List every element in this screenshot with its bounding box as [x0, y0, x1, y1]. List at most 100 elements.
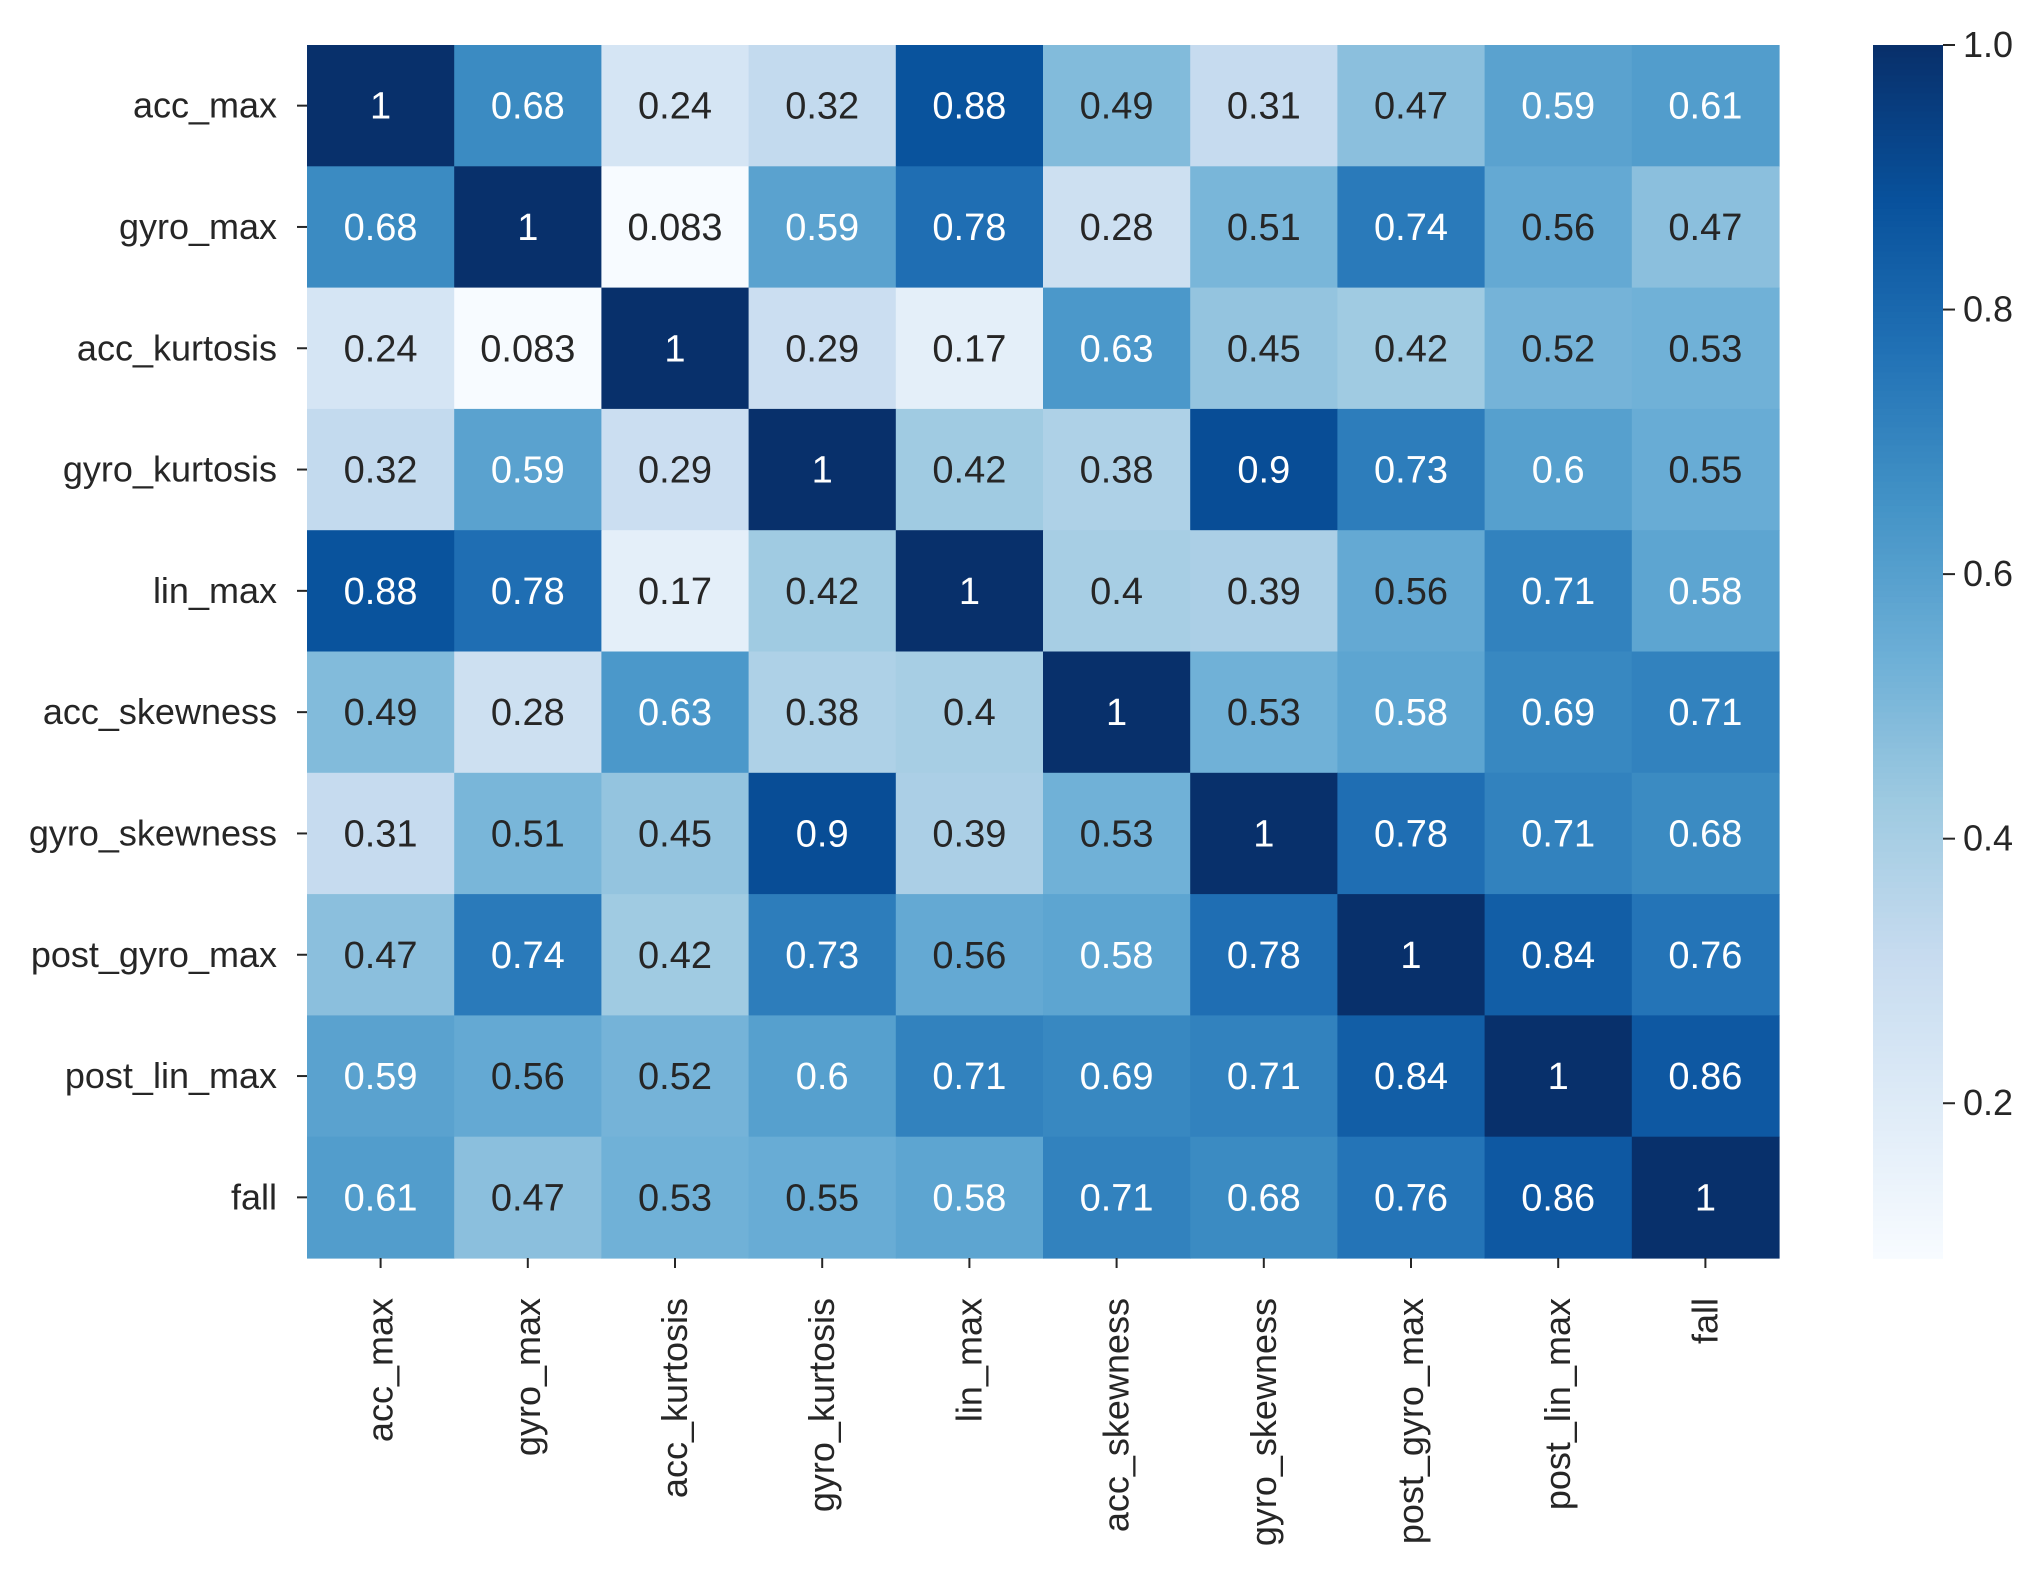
- heatmap-cell: [1484, 772, 1633, 895]
- cell-value-label: 0.39: [932, 813, 1006, 855]
- colorbar-segment: [1873, 469, 1943, 477]
- colorbar-segment: [1873, 1142, 1943, 1150]
- colorbar-segment: [1873, 833, 1943, 841]
- colorbar-segment: [1873, 439, 1943, 447]
- cell-value-label: 0.78: [932, 207, 1006, 249]
- colorbar-segment: [1873, 1221, 1943, 1229]
- heatmap-cell: [1190, 894, 1338, 1016]
- colorbar-segment: [1873, 942, 1943, 950]
- colorbar-segment: [1873, 1039, 1943, 1047]
- colorbar-segment: [1873, 214, 1943, 222]
- colorbar-segment: [1873, 1136, 1943, 1144]
- colorbar-segment: [1873, 1227, 1943, 1235]
- heatmap-cell: [1043, 408, 1191, 531]
- cell-value-label: 0.78: [1374, 813, 1448, 855]
- heatmap-cell: [454, 1015, 602, 1138]
- cell-value-label: 1: [1695, 1177, 1716, 1219]
- colorbar-segment: [1873, 1118, 1943, 1126]
- heatmap-cell: [1337, 530, 1486, 653]
- cell-value-label: 0.59: [491, 450, 565, 492]
- cell-value-label: 0.39: [1227, 571, 1301, 613]
- x-tick-label: fall: [1684, 1298, 1725, 1344]
- heatmap-cell: [307, 166, 455, 289]
- colorbar-segment: [1873, 615, 1943, 622]
- colorbar-segment: [1873, 627, 1943, 635]
- colorbar-segment: [1873, 512, 1943, 519]
- heatmap-cell: [1043, 1015, 1191, 1138]
- cell-value-label: 0.31: [344, 813, 418, 855]
- colorbar-segment: [1873, 657, 1943, 665]
- heatmap-cell: [1337, 1015, 1486, 1138]
- colorbar-segment: [1873, 75, 1943, 83]
- colorbar-segment: [1873, 275, 1943, 283]
- heatmap-cell: [601, 1136, 750, 1259]
- colorbar-segment: [1873, 797, 1943, 804]
- colorbar-segment: [1873, 166, 1943, 174]
- colorbar-segment: [1873, 1167, 1943, 1174]
- colorbar-segment: [1873, 117, 1943, 125]
- cell-value-label: 0.73: [1374, 450, 1448, 492]
- colorbar-segment: [1873, 336, 1943, 343]
- cell-value-label: 0.56: [932, 935, 1006, 977]
- colorbar-segment: [1873, 299, 1943, 307]
- colorbar-segment: [1873, 663, 1943, 671]
- colorbar-segment: [1873, 281, 1943, 289]
- colorbar: 0.2 0.4 0.6 0.8 1.0: [1873, 24, 2013, 1259]
- cell-value-label: 0.42: [785, 571, 859, 613]
- cell-value-label: 0.61: [1668, 86, 1742, 128]
- heatmap-cell: [895, 1015, 1044, 1138]
- colorbar-segment: [1873, 560, 1943, 568]
- colorbar-segment: [1873, 1027, 1943, 1035]
- heatmap-cell: [307, 408, 455, 531]
- colorbar-segment: [1873, 869, 1943, 877]
- y-tick-label: post_gyro_max: [31, 934, 277, 975]
- cell-value-label: 1: [1106, 692, 1127, 734]
- heatmap-cell: [601, 287, 750, 410]
- cell-value-label: 1: [959, 571, 980, 613]
- colorbar-segment: [1873, 142, 1943, 149]
- colorbar-segment: [1873, 1051, 1943, 1059]
- colorbar-segment: [1873, 354, 1943, 362]
- y-tick-label: acc_kurtosis: [77, 327, 277, 368]
- cell-value-label: 0.68: [1668, 813, 1742, 855]
- cell-value-label: 0.42: [932, 450, 1006, 492]
- colorbar-segment: [1873, 602, 1943, 610]
- heatmap-cell: [1484, 1136, 1633, 1259]
- cell-value-label: 0.29: [785, 328, 859, 370]
- colorbar-segment: [1873, 1179, 1943, 1187]
- colorbar-segment: [1873, 1215, 1943, 1223]
- colorbar-segment: [1873, 948, 1943, 956]
- colorbar-segment: [1873, 1191, 1943, 1199]
- heatmap-cell: [1484, 894, 1633, 1016]
- colorbar-segment: [1873, 287, 1943, 295]
- colorbar-segment: [1873, 493, 1943, 501]
- colorbar-segment: [1873, 712, 1943, 720]
- colorbar-segment: [1873, 639, 1943, 647]
- y-tick-label: acc_max: [133, 85, 277, 126]
- colorbar-segment: [1873, 196, 1943, 204]
- cell-value-label: 0.51: [1227, 207, 1301, 249]
- heatmap-cell: [1631, 1136, 1780, 1259]
- colorbar-segment: [1873, 1160, 1943, 1168]
- colorbar-segment: [1873, 105, 1943, 113]
- cell-value-label: 0.68: [1227, 1177, 1301, 1219]
- heatmap-cell: [1631, 287, 1780, 410]
- heatmap-cell: [1043, 772, 1191, 895]
- x-tick-label: acc_max: [360, 1298, 401, 1442]
- colorbar-segment: [1873, 979, 1943, 986]
- heatmap-cell: [601, 408, 750, 531]
- cell-value-label: 0.28: [491, 692, 565, 734]
- heatmap-cell: [307, 651, 455, 774]
- heatmap-cell: [1190, 651, 1338, 774]
- cell-value-label: 0.4: [1090, 571, 1143, 613]
- heatmap-cell: [1190, 45, 1338, 167]
- colorbar-segment: [1873, 1154, 1943, 1162]
- colorbar-segment: [1873, 936, 1943, 944]
- colorbar-segment: [1873, 433, 1943, 441]
- heatmap-cell: [1190, 772, 1338, 895]
- heatmap-cell: [1631, 530, 1780, 653]
- colorbar-segment: [1873, 402, 1943, 410]
- heatmap-cell: [1484, 408, 1633, 531]
- heatmap-cell: [1631, 408, 1780, 531]
- heatmap-cell: [1631, 894, 1780, 1016]
